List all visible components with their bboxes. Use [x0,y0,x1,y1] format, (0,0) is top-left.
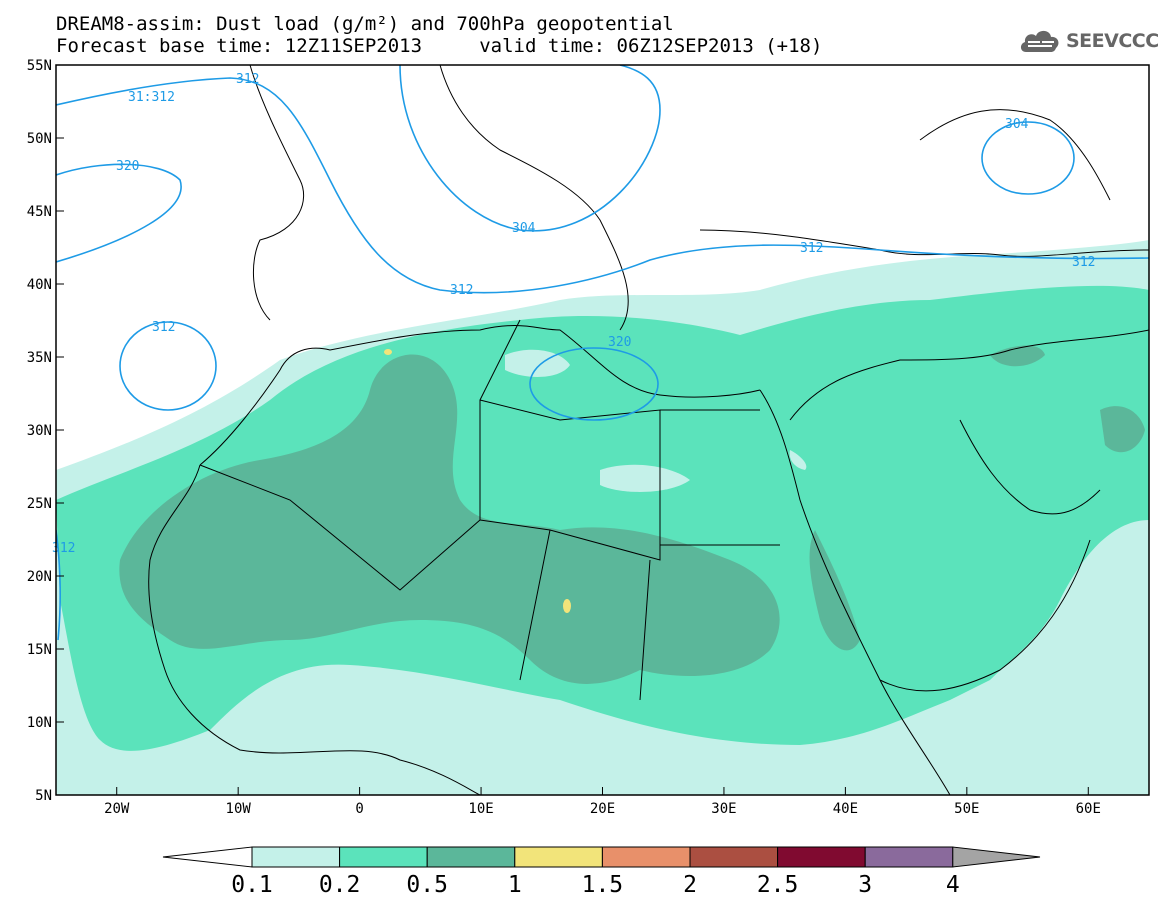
lat-label: 40N [27,277,52,293]
colorbar-swatch [251,846,341,868]
light-patch-red-sea [789,450,807,470]
contour-label: 312 [236,72,259,87]
lat-label: 5N [35,788,52,804]
colorbar-swatch [514,846,603,868]
dust-field [56,240,1149,795]
colorbar-swatch [864,846,954,868]
dust-level-0.5-east [809,530,860,651]
colorbar-tick-label: 1.5 [581,872,624,898]
lon-label: 20E [590,801,615,817]
lon-label: 0 [355,801,363,817]
contour-label: 304 [1005,117,1029,132]
contour-label: 312 [450,283,473,298]
lat-label: 35N [27,350,52,366]
colorbar-swatch [426,846,516,868]
contour-312-north [56,77,1149,294]
longitude-axis: 20W 10W 0 10E 20E 30E 40E 50E 60E [104,787,1101,817]
contour-label: 320 [116,159,139,174]
lon-label: 40E [833,801,858,817]
seevccc-logo: SEEVCCC [1018,26,1159,56]
colorbar-swatch [777,846,866,868]
lat-label: 50N [27,131,52,147]
geopotential-contours [56,65,1149,641]
map-title: DREAM8-assim: Dust load (g/m²) and 700hP… [56,13,674,35]
colorbar [162,846,1041,868]
colorbar-swatch [689,846,779,868]
lon-label: 10W [226,801,252,817]
colorbar-over-triangle [952,846,1041,868]
colorbar-tick-label: 0.2 [318,872,361,898]
contour-label: 312 [52,541,75,556]
contour-304 [399,65,661,232]
contour-label: 312 [152,320,175,335]
lat-label: 55N [27,58,52,74]
lon-label: 30E [711,801,736,817]
cloud-icon [1020,30,1059,52]
contour-label: 312 [800,241,823,256]
colorbar-under-triangle [162,846,253,868]
light-patch-egypt [600,464,690,492]
lat-label: 25N [27,496,52,512]
lon-label: 50E [954,801,979,817]
dust-level-0.5-gulf [990,345,1045,367]
contour-320-libya [529,347,659,421]
colorbar-tick-label: 4 [945,872,960,898]
contour-label: 304 [512,221,536,236]
contour-312-south [56,529,61,641]
map-border [55,64,1150,796]
contour-label: 31:312 [128,90,175,105]
lat-label: 15N [27,642,52,658]
latitude-axis: 55N 50N 45N 40N 35N 30N 25N 20N 15N 10N 5N [27,58,64,804]
contour-312-atlantic [119,321,217,411]
lat-label: 10N [27,715,52,731]
lat-label: 30N [27,423,52,439]
dust-level-1-spot-b [563,599,571,613]
dust-level-0.5-west [119,354,780,684]
colorbar-tick-label: 0.5 [406,872,448,898]
dust-level-0.5-iraq [1100,406,1145,453]
lat-label: 20N [27,569,52,585]
colorbar-tick-label: 0.1 [231,872,273,898]
contour-304-east [981,121,1075,195]
forecast-times: Forecast base time: 12Z11SEP2013 valid t… [56,35,823,57]
contour-label: 312 [1072,255,1095,270]
dust-level-1-spot-a [384,349,392,355]
contour-label: 320 [608,335,631,350]
lon-label: 20W [104,801,130,817]
colorbar-swatch [339,846,428,868]
lon-label: 10E [468,801,493,817]
colorbar-tick-label: 2 [683,872,697,898]
colorbar-tick-label: 1 [507,872,522,898]
contour-320-west [56,163,182,263]
lat-label: 45N [27,204,52,220]
contour-labels: 31:312 312 320 312 304 312 312 320 304 3… [52,72,1095,556]
lon-label: 60E [1076,801,1101,817]
logo-text: SEEVCCC [1066,30,1159,52]
colorbar-tick-label: 2.5 [756,872,799,898]
coastlines [148,65,1149,795]
colorbar-swatch [601,846,691,868]
colorbar-tick-label: 3 [858,872,873,898]
